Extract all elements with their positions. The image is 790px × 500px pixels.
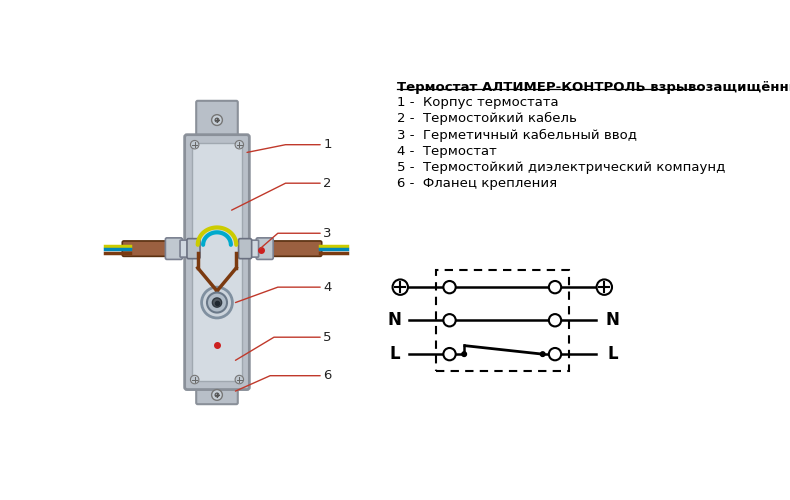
- Text: 1 -  Корпус термостата: 1 - Корпус термостата: [397, 96, 559, 109]
- Text: 5: 5: [323, 330, 332, 344]
- FancyBboxPatch shape: [250, 240, 258, 257]
- Circle shape: [596, 280, 612, 295]
- FancyBboxPatch shape: [122, 241, 171, 256]
- Circle shape: [540, 352, 545, 356]
- Text: L: L: [608, 345, 618, 363]
- Circle shape: [212, 114, 223, 126]
- Circle shape: [235, 376, 243, 384]
- FancyBboxPatch shape: [180, 240, 190, 257]
- FancyBboxPatch shape: [239, 238, 252, 258]
- Text: N: N: [606, 312, 619, 330]
- FancyBboxPatch shape: [192, 143, 243, 381]
- Circle shape: [215, 118, 219, 122]
- Text: 2 -  Термостойкий кабель: 2 - Термостойкий кабель: [397, 112, 577, 126]
- Text: 3 -  Герметичный кабельный ввод: 3 - Герметичный кабельный ввод: [397, 128, 638, 141]
- Text: N: N: [388, 312, 402, 330]
- Text: 4 -  Термостат: 4 - Термостат: [397, 144, 497, 158]
- FancyBboxPatch shape: [196, 101, 238, 138]
- FancyBboxPatch shape: [165, 238, 182, 260]
- Text: Термостат АЛТИМЕР-КОНТРОЛЬ взрывозащищённый :: Термостат АЛТИМЕР-КОНТРОЛЬ взрывозащищён…: [397, 81, 790, 94]
- FancyBboxPatch shape: [185, 134, 250, 390]
- Circle shape: [190, 376, 199, 384]
- Circle shape: [207, 292, 227, 312]
- Text: 3: 3: [323, 227, 332, 240]
- Circle shape: [235, 140, 243, 149]
- FancyBboxPatch shape: [256, 238, 273, 260]
- Circle shape: [393, 280, 408, 295]
- Circle shape: [462, 352, 466, 356]
- Text: 6 -  Фланец крепления: 6 - Фланец крепления: [397, 177, 557, 190]
- Circle shape: [443, 314, 456, 326]
- Circle shape: [201, 287, 232, 318]
- FancyBboxPatch shape: [187, 238, 200, 258]
- Circle shape: [549, 348, 561, 360]
- Circle shape: [443, 348, 456, 360]
- Circle shape: [549, 314, 561, 326]
- FancyBboxPatch shape: [265, 241, 322, 256]
- Circle shape: [443, 281, 456, 293]
- FancyBboxPatch shape: [196, 386, 238, 404]
- Text: 6: 6: [323, 369, 332, 382]
- Circle shape: [190, 140, 199, 149]
- Text: 4: 4: [323, 280, 332, 293]
- Text: L: L: [389, 345, 401, 363]
- Circle shape: [549, 281, 561, 293]
- Circle shape: [212, 390, 223, 400]
- Text: 2: 2: [323, 176, 332, 190]
- Text: 1: 1: [323, 138, 332, 151]
- Text: 5 -  Термостойкий диэлектрический компаунд: 5 - Термостойкий диэлектрический компаун…: [397, 161, 725, 174]
- Circle shape: [215, 393, 219, 397]
- Circle shape: [213, 298, 222, 307]
